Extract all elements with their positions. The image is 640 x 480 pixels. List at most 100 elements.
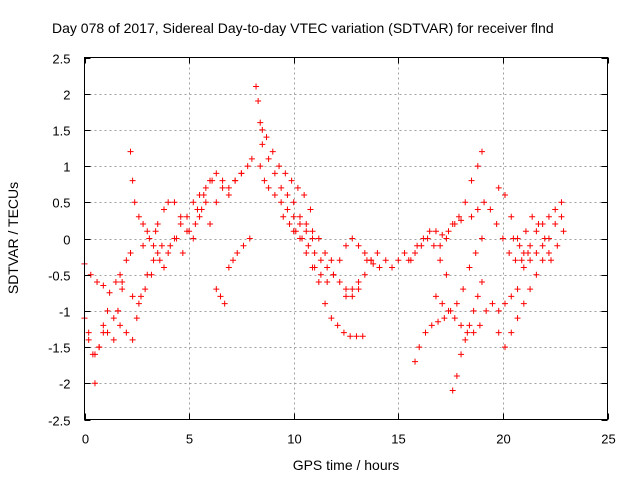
data-point [301, 192, 308, 199]
data-point [290, 228, 297, 235]
data-point [382, 257, 389, 264]
data-point [296, 235, 303, 242]
data-point [238, 170, 245, 177]
data-point [194, 206, 201, 213]
data-point [317, 271, 324, 278]
data-point [478, 148, 485, 155]
data-point [481, 199, 488, 206]
y-tick-label: -2.5 [48, 414, 70, 429]
data-point [545, 213, 552, 220]
data-point [336, 278, 343, 285]
data-point [135, 300, 142, 307]
data-point [296, 221, 303, 228]
data-point [474, 206, 481, 213]
data-point [290, 213, 297, 220]
series-trace-16 [259, 141, 316, 242]
y-axis-label: SDTVAR / TECUs [5, 182, 21, 294]
data-point [508, 213, 515, 220]
data-point [437, 257, 444, 264]
data-point [225, 184, 232, 191]
data-point [96, 344, 103, 351]
data-point [213, 199, 220, 206]
data-point [190, 235, 197, 242]
data-point [278, 199, 285, 206]
data-point [259, 141, 266, 148]
data-point [418, 242, 425, 249]
data-point [290, 199, 297, 206]
data-point [263, 134, 270, 141]
data-point [225, 192, 232, 199]
series-trace-28 [495, 184, 565, 256]
data-point [361, 249, 368, 256]
data-point [554, 242, 561, 249]
y-tick-label: 2 [63, 88, 70, 103]
data-point [322, 249, 329, 256]
data-point [340, 329, 347, 336]
data-point [520, 264, 527, 271]
data-point [261, 177, 268, 184]
series-trace-22 [405, 235, 450, 278]
data-point [343, 242, 349, 249]
data-point [129, 177, 136, 184]
data-point [558, 213, 565, 220]
data-point [437, 242, 444, 249]
data-point [349, 293, 356, 300]
data-point [520, 300, 527, 307]
data-point [395, 257, 402, 264]
data-point [117, 271, 124, 278]
data-point [265, 155, 272, 162]
data-point [501, 344, 508, 351]
data-point [506, 249, 513, 256]
data-point [324, 278, 331, 285]
y-tick-label: -2 [59, 377, 71, 392]
data-point [426, 228, 433, 235]
series-trace-31 [520, 213, 565, 271]
data-point [100, 322, 107, 329]
series-trace-12 [213, 286, 228, 307]
data-point [200, 192, 207, 199]
data-point [441, 315, 448, 322]
data-point [253, 83, 260, 90]
data-point [466, 264, 473, 271]
data-point [510, 235, 517, 242]
data-point [432, 293, 439, 300]
series-trace-30 [510, 213, 567, 264]
data-point [221, 300, 228, 307]
series-trace-26 [437, 148, 485, 249]
data-point [257, 119, 264, 126]
series-trace-08 [154, 199, 209, 242]
data-point [472, 249, 479, 256]
data-point [545, 249, 552, 256]
data-point [343, 293, 349, 300]
y-tick-label: 1.5 [52, 124, 70, 139]
data-point [154, 249, 161, 256]
tick-labels-layer: 0 5 10 15 20 25 -2.5 -2 -1.5 -1 -0.5 0 0.5 1 1.5 2 2.5 [48, 52, 616, 447]
data-point [202, 199, 209, 206]
data-point [85, 336, 92, 343]
data-point [234, 249, 241, 256]
series-trace-02 [81, 286, 126, 358]
data-point [167, 242, 174, 249]
data-point [545, 235, 552, 242]
data-point [110, 336, 117, 343]
data-point [330, 271, 337, 278]
points-layer [81, 83, 567, 394]
data-point [131, 199, 138, 206]
data-point [160, 264, 167, 271]
data-point [207, 177, 214, 184]
data-point [255, 97, 262, 104]
data-point [439, 300, 446, 307]
data-point [309, 235, 316, 242]
data-point [483, 307, 490, 314]
x-tick-label: 25 [601, 432, 615, 447]
data-point [359, 333, 366, 340]
y-tick-label: -1.5 [48, 341, 70, 356]
chart-title: Day 078 of 2017, Sidereal Day-to-day VTE… [52, 20, 554, 36]
data-point [150, 257, 157, 264]
data-point [499, 235, 506, 242]
x-axis-label: GPS time / hours [293, 457, 400, 473]
data-point [552, 206, 559, 213]
series-trace-04 [114, 249, 134, 314]
data-point [474, 293, 481, 300]
